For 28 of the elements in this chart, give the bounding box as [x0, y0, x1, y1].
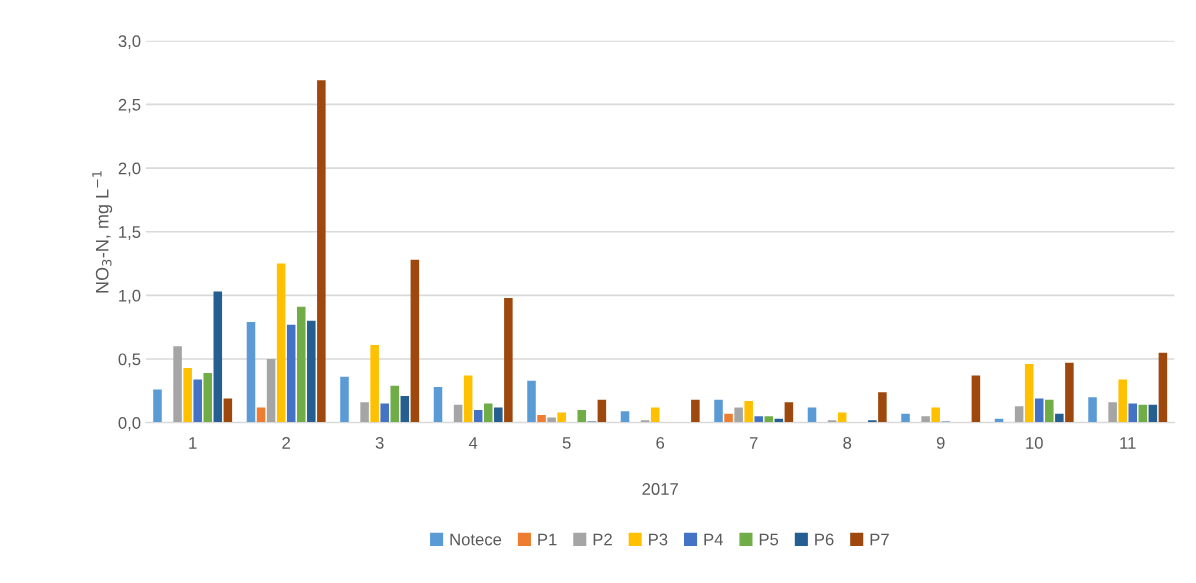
x-tick-label: 6 — [656, 437, 665, 449]
legend-label: P4 — [704, 533, 723, 546]
legend-label: P2 — [593, 533, 612, 546]
y-tick-label: 1,0 — [119, 289, 141, 304]
y-tick-label: 2,5 — [118, 98, 141, 113]
x-tick-label: 4 — [468, 437, 478, 449]
x-tick-label: 7 — [749, 437, 758, 449]
legend-label: P5 — [759, 533, 779, 546]
x-tick-label: 1 — [189, 437, 197, 449]
x-tick-label: 5 — [562, 437, 571, 449]
legend-label: P7 — [870, 533, 889, 546]
y-tick-label: 0,0 — [118, 417, 141, 431]
x-tick-label: 8 — [843, 437, 852, 449]
legend-label: Notece — [450, 533, 502, 546]
y-tick-label: 3,0 — [118, 35, 141, 49]
x-tick-label: 10 — [1026, 437, 1043, 449]
legend-label: P6 — [815, 533, 834, 546]
y-tick-label: 0,5 — [118, 353, 141, 368]
y-tick-label: 1,5 — [119, 226, 141, 240]
x-axis-title: 2017 — [642, 483, 678, 495]
x-tick-label: 9 — [936, 437, 945, 449]
legend-label: P1 — [538, 533, 557, 546]
x-tick-label: 3 — [375, 437, 384, 449]
x-tick-label: 11 — [1120, 437, 1136, 449]
y-axis-title: NO$_{3}$-N, mg L$^{−1}$ — [92, 171, 113, 293]
y-tick-label: 2,0 — [118, 162, 141, 177]
x-tick-label: 2 — [282, 437, 290, 449]
legend-label: P3 — [649, 533, 668, 546]
